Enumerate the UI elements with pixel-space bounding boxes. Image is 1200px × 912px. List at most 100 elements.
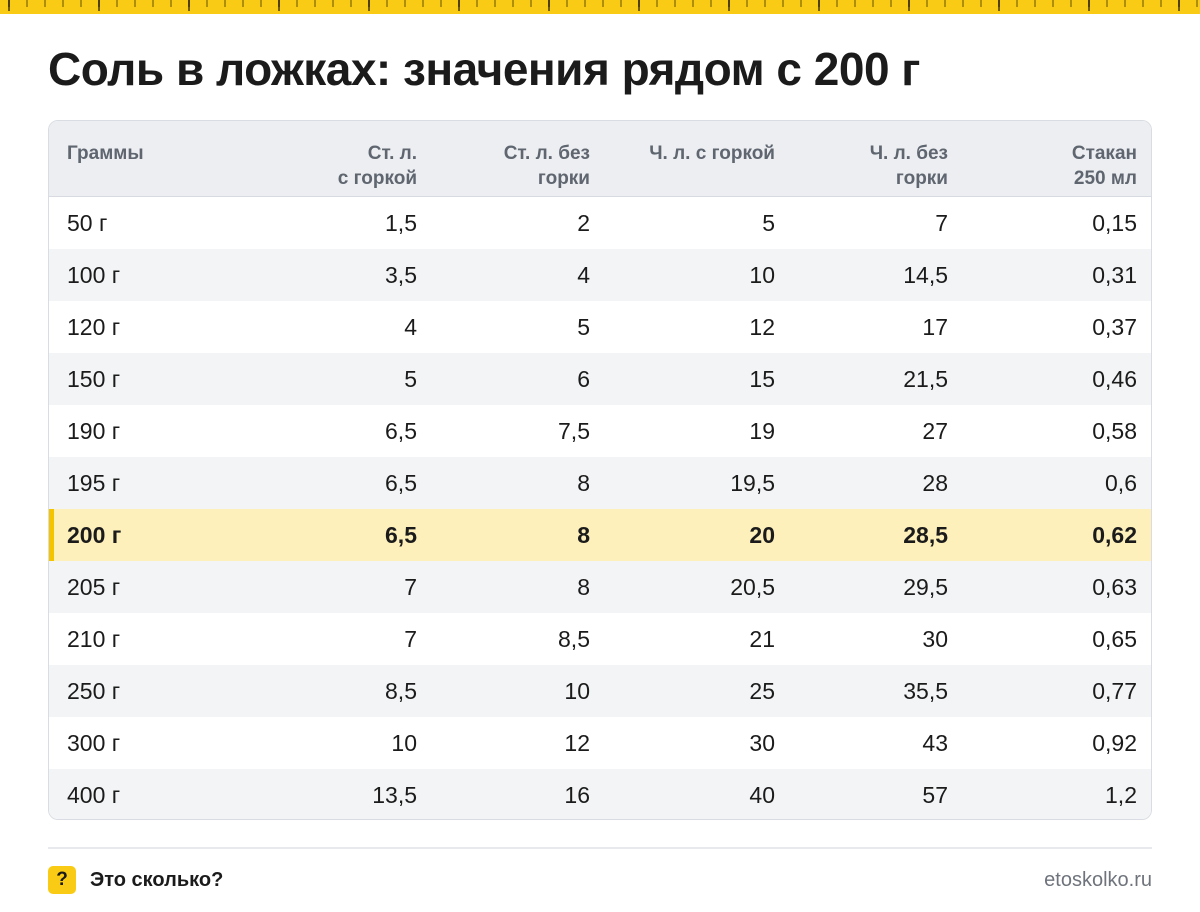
table-cell: 5 [762,209,775,236]
table-cell: 100 г [67,261,121,288]
table-row: 120 г 4 5 12 17 0,37 [49,301,1151,353]
table-cell: 4 [404,313,417,340]
table-cell: 57 [922,781,948,808]
table-cell: 15 [749,365,775,392]
table-cell: 1,5 [385,209,417,236]
header-tbsp-heaped: Ст. л. с горкой [337,143,417,189]
table-row: 195 г 6,5 8 19,5 28 0,6 [49,457,1151,509]
table-cell: 19 [749,417,775,444]
table-cell: 30 [749,729,775,756]
table-cell: 10 [391,729,417,756]
table-cell: 150 г [67,365,121,392]
table-cell: 250 г [67,677,121,704]
table-cell: 29,5 [903,573,948,600]
table-cell: 8 [577,521,590,548]
table-cell: 20,5 [730,573,775,600]
table-cell: 0,6 [1105,469,1137,496]
table-cell: 12 [749,313,775,340]
table-cell: 7 [404,625,417,652]
table-cell: 6,5 [385,521,417,548]
table-cell: 0,58 [1092,417,1137,444]
table-cell: 25 [749,677,775,704]
table-cell: 0,37 [1092,313,1137,340]
table-row: 400 г 13,5 16 40 57 1,2 [49,769,1151,819]
table-cell: 40 [749,781,775,808]
table-cell: 400 г [67,781,121,808]
table-cell: 20 [749,521,775,548]
table-cell: 1,2 [1105,781,1137,808]
table-cell: 0,92 [1092,729,1137,756]
table-cell: 27 [922,417,948,444]
table-cell: 19,5 [730,469,775,496]
table-cell: 28,5 [903,521,948,548]
table-cell: 205 г [67,573,121,600]
header-glass-250ml: Стакан 250 мл [1071,143,1137,189]
table-cell: 195 г [67,469,121,496]
table-cell: 0,63 [1092,573,1137,600]
table-row: 100 г 3,5 4 10 14,5 0,31 [49,249,1151,301]
table-cell: 10 [749,261,775,288]
table-cell: 210 г [67,625,121,652]
table-cell: 8 [577,469,590,496]
table-cell: 5 [404,365,417,392]
table-cell: 28 [922,469,948,496]
table-cell: 0,46 [1092,365,1137,392]
table-cell: 8,5 [558,625,590,652]
brand-name: Это сколько? [90,868,224,891]
table-cell: 6,5 [385,417,417,444]
table-cell: 0,31 [1092,261,1137,288]
table-row: 150 г 5 6 15 21,5 0,46 [49,353,1151,405]
table-cell: 7 [935,209,948,236]
table-cell: 3,5 [385,261,417,288]
table-cell: 200 г [67,521,122,548]
table-cell: 0,65 [1092,625,1137,652]
table-cell: 5 [577,313,590,340]
table-cell: 190 г [67,417,121,444]
table-row-highlighted: 200 г 6,5 8 20 28,5 0,62 [49,509,1151,561]
table-cell: 8,5 [385,677,417,704]
conversion-table: Граммы Ст. л. с горкой Ст. л. без горки … [48,120,1152,820]
table-cell: 14,5 [903,261,948,288]
table-row: 190 г 6,5 7,5 19 27 0,58 [49,405,1151,457]
table-cell: 21 [749,625,775,652]
table-cell: 21,5 [903,365,948,392]
table-header: Граммы Ст. л. с горкой Ст. л. без горки … [49,121,1151,197]
table-cell: 35,5 [903,677,948,704]
header-tsp-heaped: Ч. л. с горкой [649,143,775,164]
table-cell: 7,5 [558,417,590,444]
table-cell: 0,62 [1092,521,1137,548]
table-row: 210 г 7 8,5 21 30 0,65 [49,613,1151,665]
table-row: 300 г 10 12 30 43 0,92 [49,717,1151,769]
header-tsp-level: Ч. л. без горки [869,143,948,189]
page-title: Соль в ложках: значения рядом с 200 г [48,43,920,95]
table-row: 50 г 1,5 2 5 7 0,15 [49,197,1151,249]
table-row: 205 г 7 8 20,5 29,5 0,63 [49,561,1151,613]
brand: ? Это сколько? [48,866,223,894]
table-cell: 8 [577,573,590,600]
table-cell: 2 [577,209,590,236]
table-row: 250 г 8,5 10 25 35,5 0,77 [49,665,1151,717]
table-cell: 16 [564,781,590,808]
table-cell: 300 г [67,729,121,756]
ruler-decoration [0,0,1200,14]
table-cell: 30 [922,625,948,652]
table-cell: 12 [564,729,590,756]
header-tbsp-level: Ст. л. без горки [503,143,590,189]
header-grams: Граммы [67,143,144,164]
table-cell: 0,77 [1092,677,1137,704]
table-cell: 120 г [67,313,121,340]
table-cell: 43 [922,729,948,756]
table-cell: 17 [922,313,948,340]
table-cell: 0,15 [1092,209,1137,236]
table-cell: 6 [577,365,590,392]
table-cell: 13,5 [372,781,417,808]
table-cell: 4 [577,261,590,288]
table-cell: 50 г [67,209,108,236]
table-cell: 6,5 [385,469,417,496]
table-cell: 10 [564,677,590,704]
table-cell: 7 [404,573,417,600]
question-mark-icon: ? [48,866,76,894]
footer-divider [48,847,1152,849]
site-url: etoskolko.ru [1044,869,1152,891]
